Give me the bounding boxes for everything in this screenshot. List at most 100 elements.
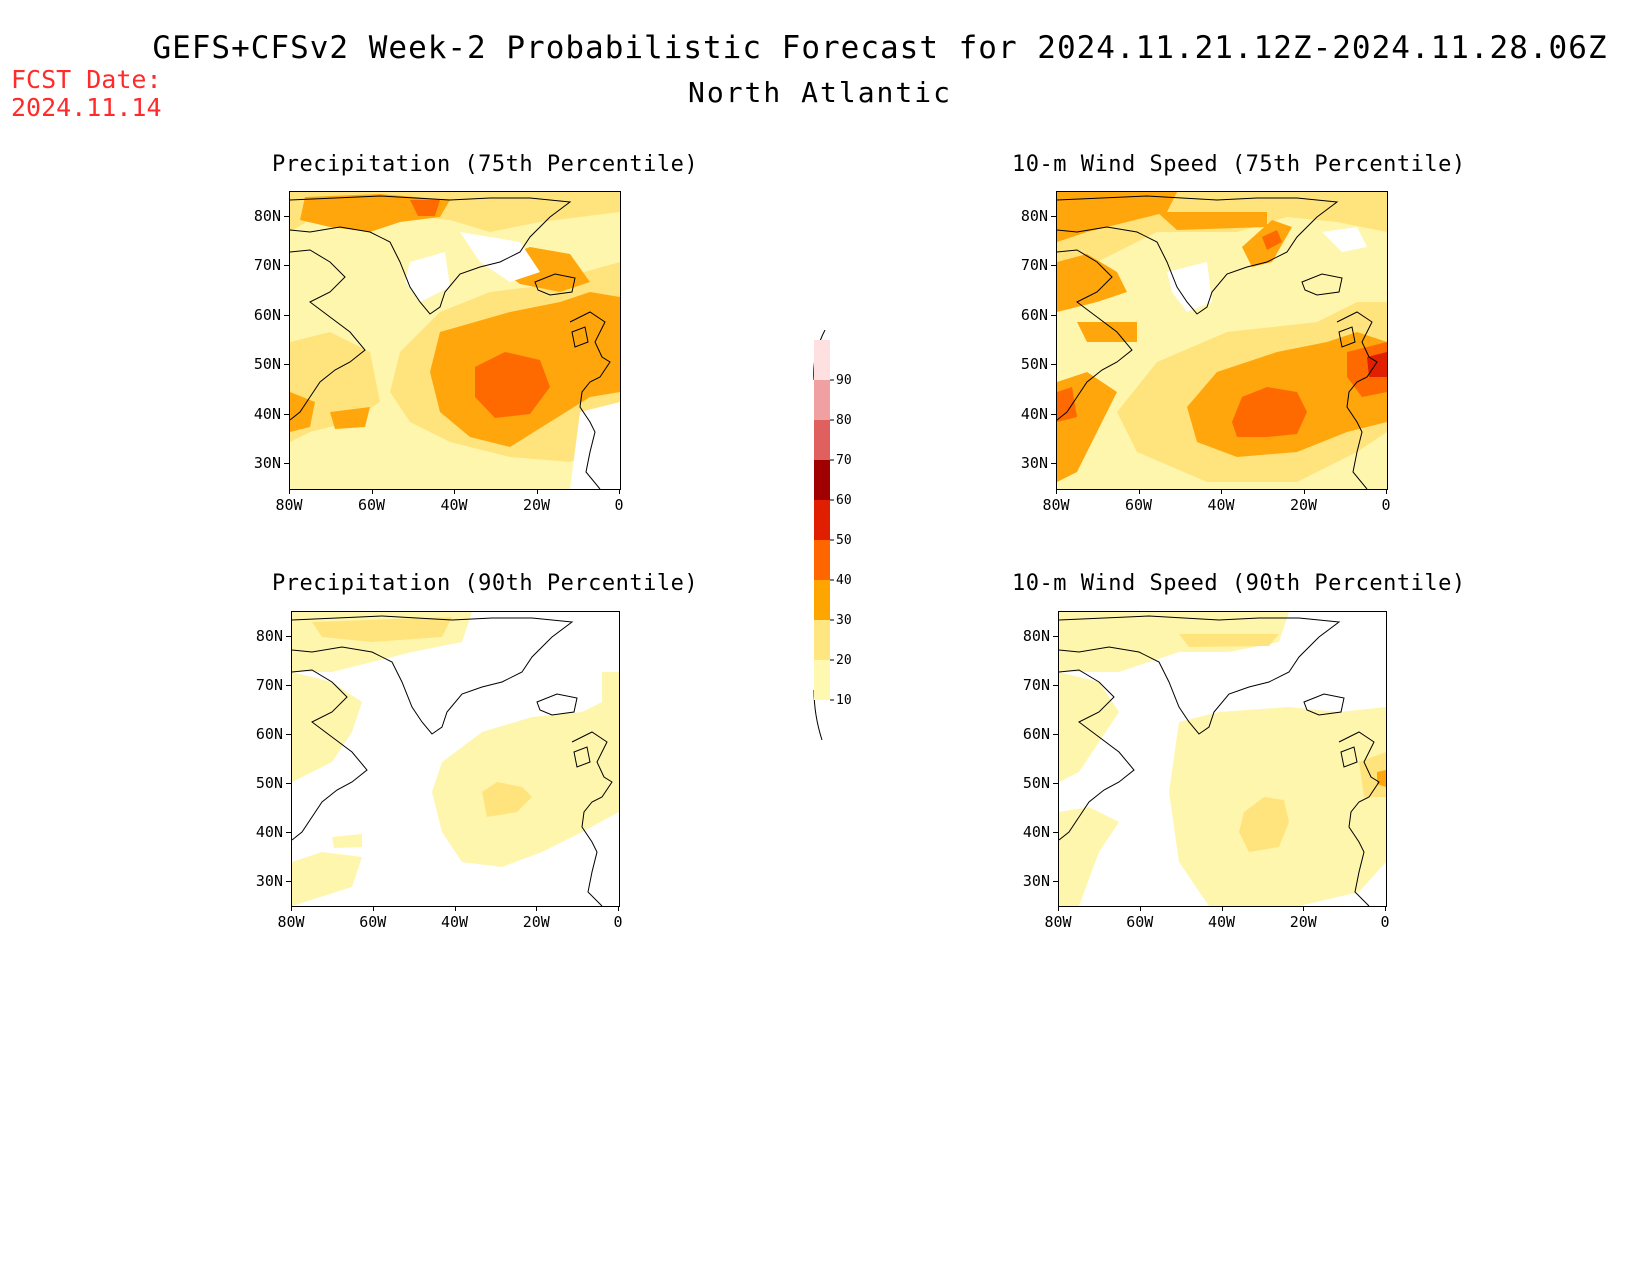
fill-10-europe: [602, 672, 619, 712]
fill-40-central: [1232, 387, 1307, 437]
fill-30-europe: [1377, 770, 1386, 787]
colorbar-swatch: [814, 500, 830, 540]
fcst-date-value: 2024.11.14: [11, 93, 162, 122]
fill-20-europe: [1359, 752, 1386, 797]
lat-label-wind75: 70N: [1020, 256, 1048, 275]
map-precip90: [291, 611, 620, 907]
lon-label-precip90: 80W: [277, 913, 305, 931]
lat-label-precip75: 40N: [253, 404, 281, 423]
coast-ireland: [1340, 746, 1358, 768]
lon-tick: [1056, 489, 1057, 494]
lat-tick: [284, 364, 289, 366]
lat-tick: [1053, 635, 1058, 637]
coast-ireland: [1338, 326, 1356, 348]
map-precip75: [289, 191, 621, 490]
coast-ireland: [571, 326, 589, 348]
fill-40-strait: [1262, 230, 1282, 250]
lon-tick: [619, 489, 620, 494]
lat-label-precip75: 70N: [253, 256, 281, 275]
coast-europe-africa: [571, 731, 613, 906]
lat-tick: [284, 413, 289, 415]
lat-tick: [286, 831, 291, 833]
lon-tick: [1138, 489, 1140, 494]
colorbar-swatch: [814, 340, 830, 380]
fill-10-blob: [332, 834, 362, 848]
lon-label-precip75: 60W: [357, 496, 386, 514]
lon-tick: [536, 906, 538, 911]
colorbar-swatch: [814, 540, 830, 580]
lat-tick: [1053, 782, 1058, 784]
lat-tick: [1051, 314, 1056, 316]
fill-20-north: [1179, 634, 1279, 647]
fcst-date: FCST Date: 2024.11.14: [11, 66, 162, 122]
lon-label-precip90: 20W: [522, 913, 550, 931]
lat-label-wind90: 30N: [1022, 871, 1050, 890]
lat-label-precip90: 60N: [255, 724, 283, 743]
lat-label-wind75: 30N: [1020, 454, 1048, 473]
colorbar-swatch: [814, 620, 830, 660]
coast-europe-africa: [1336, 311, 1378, 489]
lon-label-wind75: 40W: [1207, 496, 1235, 514]
lat-label-precip75: 50N: [253, 355, 281, 374]
lon-label-precip75: 0: [614, 496, 624, 514]
fill-40-central: [475, 352, 550, 418]
lat-tick: [1053, 880, 1058, 882]
lat-tick: [284, 215, 289, 217]
lon-tick: [454, 489, 455, 494]
coast-greenland: [292, 615, 574, 735]
colorbar-swatch: [814, 460, 830, 500]
fill-20-central: [1239, 797, 1289, 852]
lat-tick: [1053, 684, 1058, 686]
lat-tick: [1051, 463, 1056, 465]
lon-label-wind75: 80W: [1042, 496, 1070, 514]
lon-label-precip90: 60W: [359, 913, 387, 931]
fcst-date-label: FCST Date:: [11, 65, 162, 94]
coast-europe-africa: [1338, 731, 1380, 906]
lat-tick: [284, 463, 289, 465]
colorbar-svg: 10 20 30 40 50 60 70 80 90: [813, 329, 852, 741]
lon-tick: [1221, 489, 1222, 494]
fill-30-nw: [1057, 192, 1177, 242]
colorbar-swatch: [814, 660, 830, 700]
lon-tick: [1139, 906, 1141, 911]
map-wind75: [1056, 191, 1388, 490]
fill-20-north: [312, 617, 452, 642]
lat-tick: [1053, 831, 1058, 833]
lon-tick: [454, 906, 456, 911]
colorbar-label: 60: [836, 493, 852, 508]
coast-greenland: [1059, 615, 1341, 735]
lat-label-wind75: 60N: [1020, 305, 1048, 324]
lat-label-wind90: 50N: [1022, 773, 1050, 792]
lon-label-wind75: 0: [1381, 496, 1391, 514]
lon-tick: [1303, 906, 1305, 911]
map-wind90: [1058, 611, 1387, 907]
lon-tick: [1058, 906, 1059, 911]
fill-10-north: [1059, 612, 1289, 672]
lon-label-precip90: 0: [613, 913, 623, 931]
colorbar-label: 20: [836, 653, 852, 668]
lat-tick: [286, 635, 291, 637]
coast-iceland: [1303, 693, 1345, 716]
lat-tick: [1051, 413, 1056, 415]
fill-30-labrador2: [1077, 322, 1137, 342]
lon-label-wind90: 20W: [1289, 913, 1317, 931]
colorbar-label: 50: [836, 533, 852, 548]
lon-label-precip75: 80W: [275, 496, 303, 514]
lon-tick: [371, 489, 373, 494]
lon-tick: [1303, 489, 1305, 494]
fill-10-labrador: [1059, 672, 1119, 782]
coast-iceland: [1301, 273, 1343, 296]
lon-label-precip75: 40W: [440, 496, 468, 514]
colorbar-label: 30: [836, 613, 852, 628]
lat-label-wind90: 60N: [1022, 724, 1050, 743]
panel-title-precip75: Precipitation (75th Percentile): [272, 152, 699, 177]
fill-10-south: [292, 852, 362, 906]
colorbar-label: 90: [836, 373, 852, 388]
lat-label-precip90: 40N: [255, 822, 283, 841]
lat-label-wind90: 80N: [1022, 626, 1050, 645]
coast-north-america: [1059, 669, 1135, 841]
colorbar-label: 70: [836, 453, 852, 468]
lat-label-wind75: 40N: [1020, 404, 1048, 423]
coast-greenland: [1057, 195, 1339, 315]
lat-label-wind75: 50N: [1020, 355, 1048, 374]
